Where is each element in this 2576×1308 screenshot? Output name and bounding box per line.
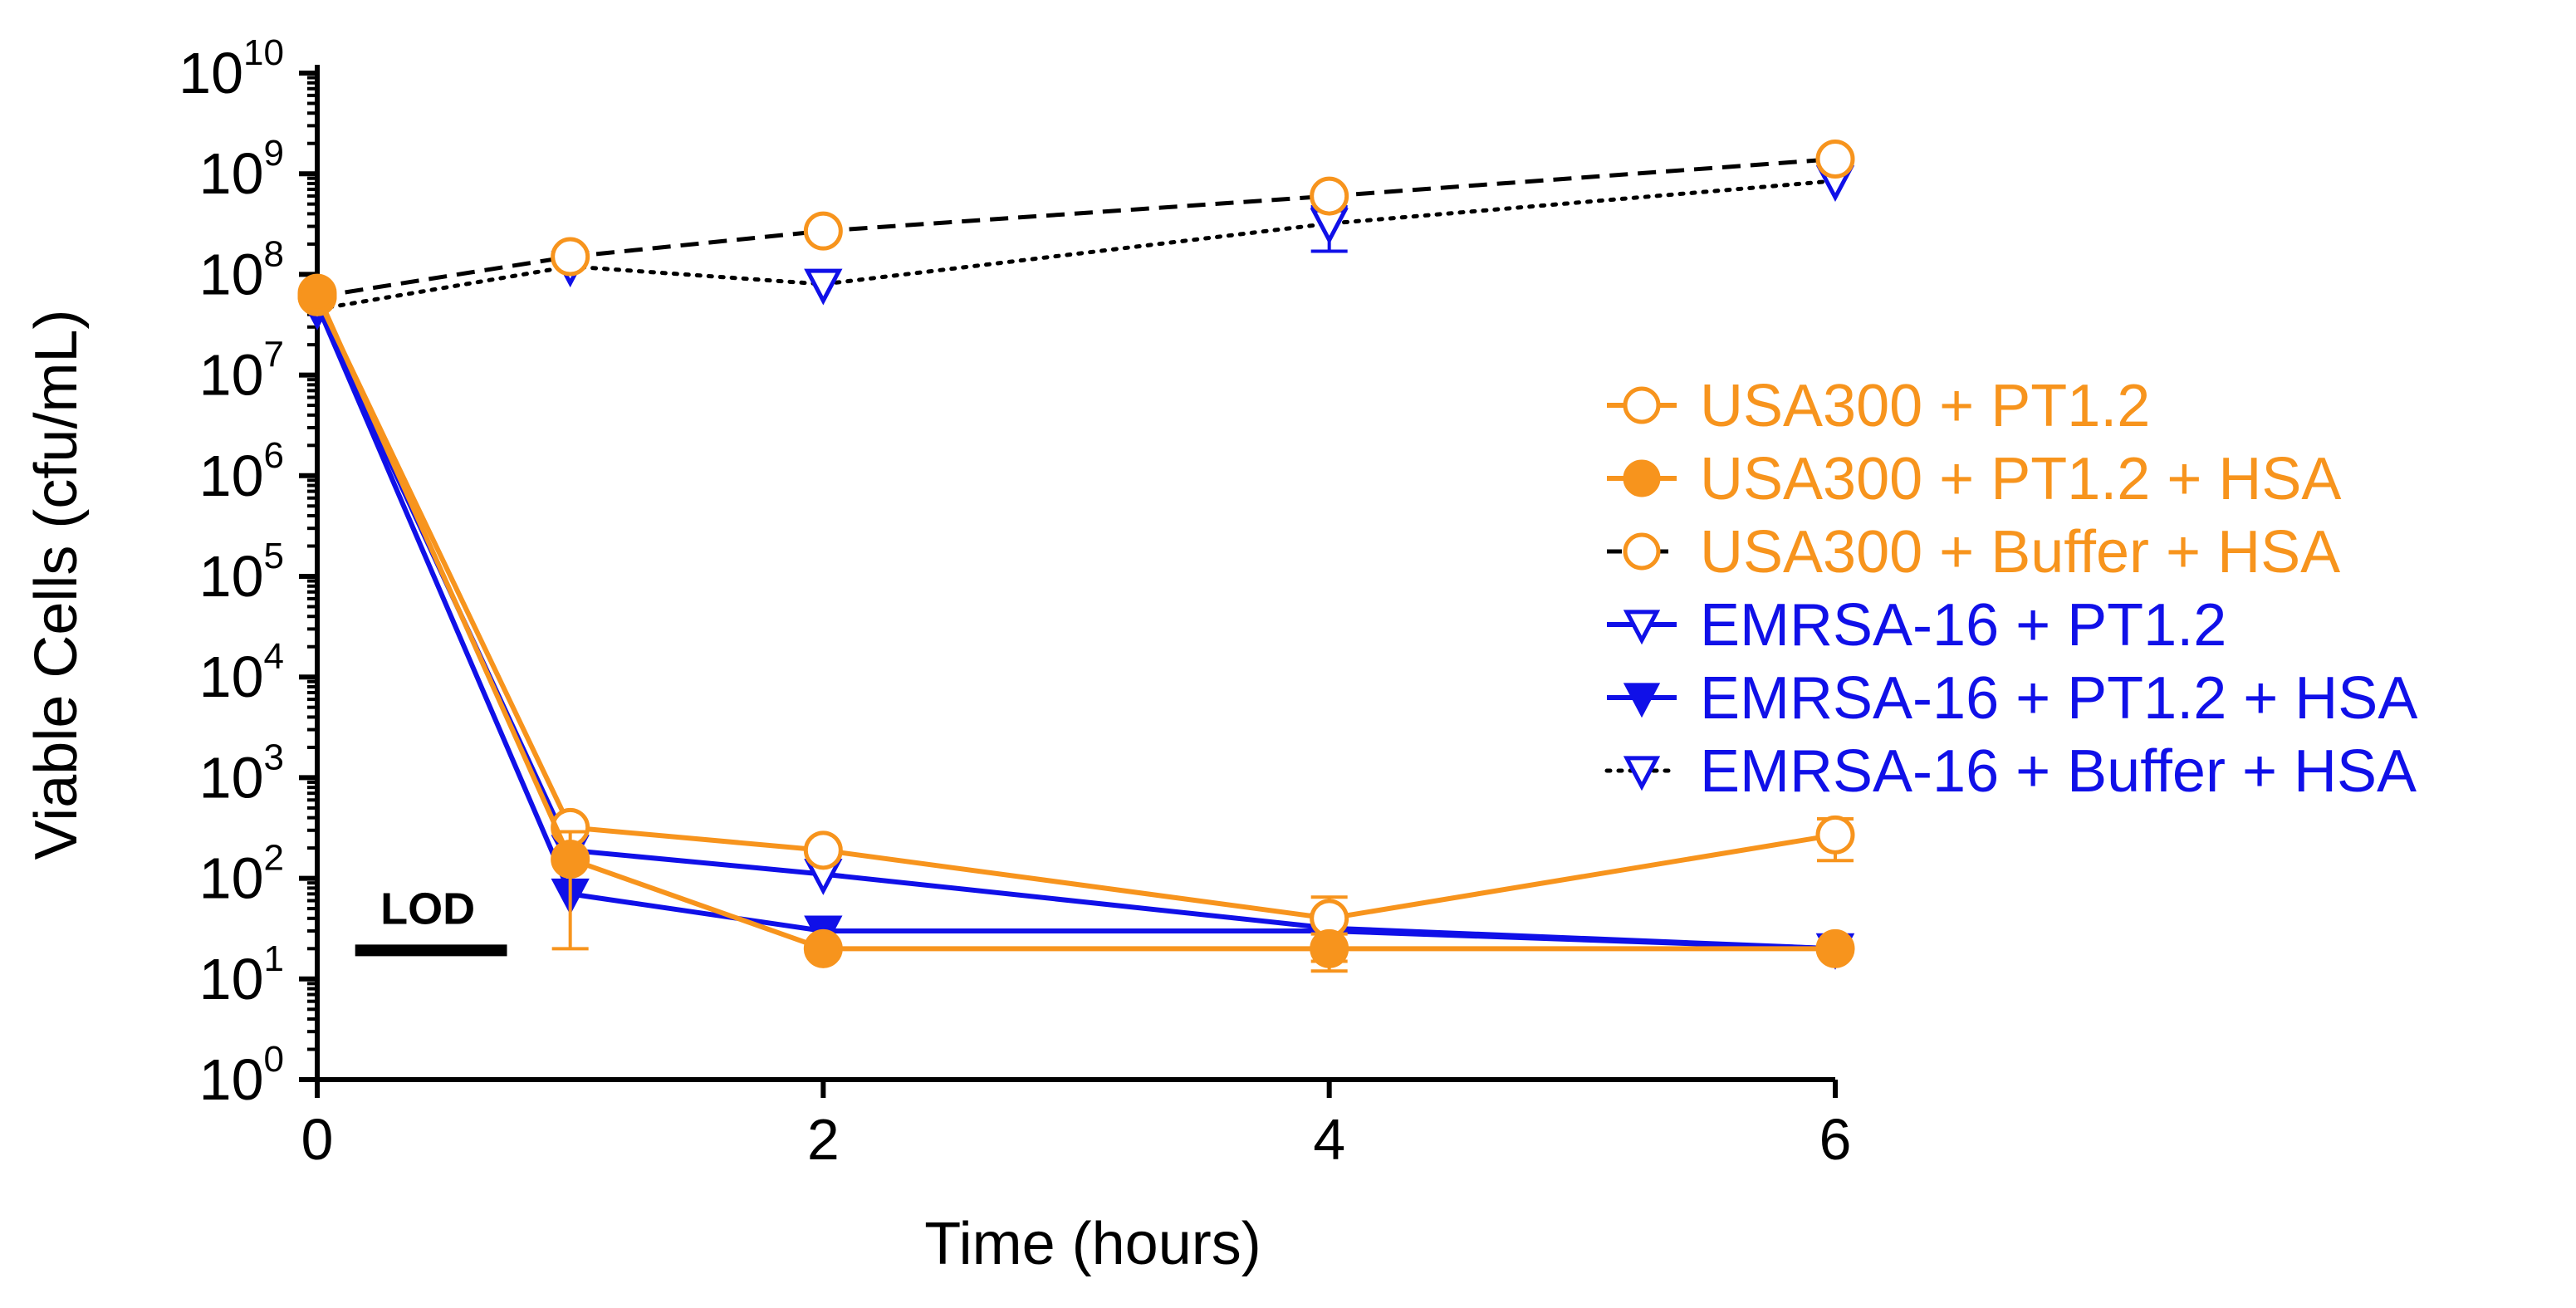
legend-label: USA300 + PT1.2 bbox=[1700, 373, 2150, 439]
legend-item-2: USA300 + Buffer + HSA bbox=[1607, 519, 2340, 585]
legend-item-1: USA300 + PT1.2 + HSA bbox=[1607, 446, 2341, 512]
data-point bbox=[1815, 928, 1855, 968]
x-tick-label: 2 bbox=[807, 1107, 840, 1172]
series-5 bbox=[297, 165, 1855, 331]
data-point bbox=[1623, 386, 1661, 424]
y-axis-title: Viable Cells (cfu/mL) bbox=[23, 310, 90, 860]
data-point bbox=[803, 211, 843, 251]
y-tick-label: 102 bbox=[199, 838, 284, 911]
y-tick-label: 108 bbox=[199, 233, 284, 306]
series-line bbox=[315, 295, 1836, 921]
y-tick-label: 109 bbox=[199, 133, 284, 206]
y-tick-label: 1010 bbox=[179, 32, 284, 105]
legend-item-3: EMRSA-16 + PT1.2 bbox=[1607, 592, 2226, 659]
legend-item-0: USA300 + PT1.2 bbox=[1607, 373, 2150, 439]
legend-label: EMRSA-16 + Buffer + HSA bbox=[1700, 738, 2417, 805]
series-0 bbox=[297, 277, 1855, 963]
y-tick-label: 103 bbox=[199, 737, 284, 810]
series-line bbox=[316, 156, 1836, 299]
series-line bbox=[315, 179, 1838, 311]
x-tick-label: 6 bbox=[1819, 1107, 1852, 1172]
data-point bbox=[1815, 815, 1855, 855]
data-point bbox=[1310, 928, 1349, 968]
data-point bbox=[1623, 756, 1661, 791]
legend-label: EMRSA-16 + PT1.2 bbox=[1700, 592, 2226, 659]
data-point bbox=[1815, 139, 1855, 179]
y-tick-label: 104 bbox=[199, 636, 284, 709]
data-point bbox=[803, 928, 843, 968]
lod-label: LOD bbox=[380, 884, 475, 933]
legend-item-4: EMRSA-16 + PT1.2 + HSA bbox=[1607, 665, 2417, 732]
series-2 bbox=[297, 139, 1855, 316]
x-tick-label: 4 bbox=[1313, 1107, 1345, 1172]
series-3 bbox=[297, 289, 1855, 970]
y-tick-label: 107 bbox=[199, 335, 284, 408]
series-4 bbox=[297, 289, 1855, 970]
y-tick-label: 101 bbox=[199, 938, 284, 1012]
axes-group: 0 2 4 6 100 101 102 103 104 105 106 107 108 109 1010 LO… bbox=[179, 32, 1851, 1172]
y-tick-label: 105 bbox=[199, 536, 284, 609]
legend-label: USA300 + PT1.2 + HSA bbox=[1700, 446, 2341, 512]
legend: USA300 + PT1.2 USA300 + PT1.2 + HSA USA300… bbox=[1604, 373, 2417, 805]
data-point bbox=[1623, 610, 1661, 645]
x-axis-title: Time (hours) bbox=[924, 1211, 1261, 1277]
data-point bbox=[804, 268, 843, 306]
series-line bbox=[315, 291, 1835, 952]
data-point bbox=[551, 237, 590, 277]
y-tick-label: 106 bbox=[199, 435, 284, 508]
data-point bbox=[803, 830, 843, 870]
data-point bbox=[1623, 532, 1661, 571]
data-point bbox=[1623, 683, 1661, 718]
data-point bbox=[297, 273, 337, 313]
data-point bbox=[551, 840, 590, 879]
legend-label: USA300 + Buffer + HSA bbox=[1700, 519, 2340, 585]
data-point bbox=[1310, 176, 1349, 216]
legend-label: EMRSA-16 + PT1.2 + HSA bbox=[1700, 665, 2417, 732]
y-tick-label: 100 bbox=[199, 1039, 284, 1112]
series-1 bbox=[297, 273, 1855, 973]
x-tick-label: 0 bbox=[301, 1107, 334, 1172]
series-group bbox=[297, 139, 1855, 973]
data-point bbox=[1623, 459, 1661, 497]
legend-item-5: EMRSA-16 + Buffer + HSA bbox=[1604, 738, 2417, 805]
